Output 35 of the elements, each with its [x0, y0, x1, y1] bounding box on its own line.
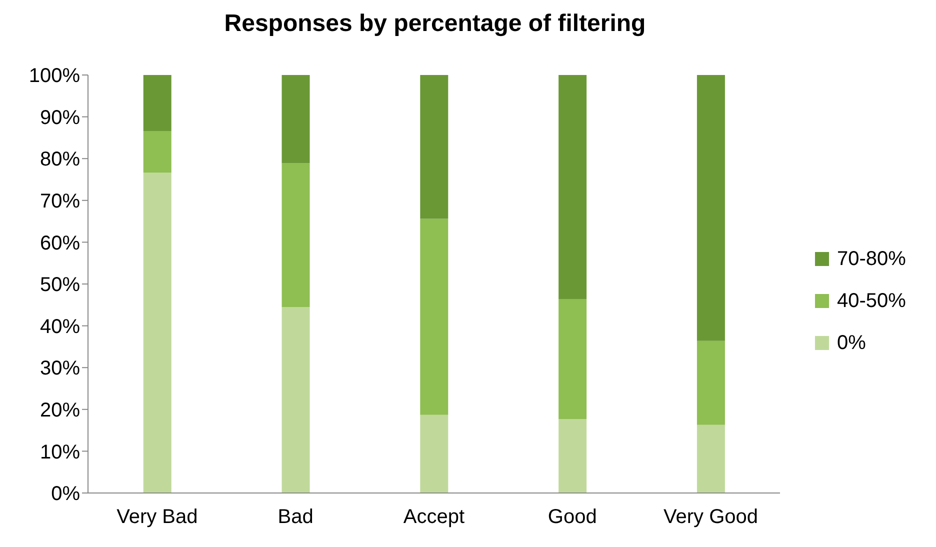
x-tick-label: Bad	[278, 506, 314, 528]
bar	[282, 306, 310, 493]
chart-title: Responses by percentage of filtering	[223, 10, 647, 38]
y-tick-label: 80%	[40, 148, 80, 171]
legend-label: 70-80%	[836, 246, 906, 272]
bar	[282, 75, 310, 164]
bar	[696, 340, 725, 425]
bar	[558, 75, 587, 300]
y-tick-label: 40%	[40, 316, 80, 338]
bar	[420, 75, 448, 219]
bar	[143, 131, 172, 173]
bar	[143, 172, 172, 493]
bar	[696, 75, 725, 341]
bar	[696, 424, 725, 493]
bar	[420, 218, 448, 415]
bar	[420, 414, 448, 493]
y-tick-label: 50%	[40, 274, 80, 296]
x-tick-label: Very Good	[664, 506, 758, 528]
y-tick-label: 10%	[40, 441, 80, 464]
y-tick-label: 100%	[28, 65, 80, 88]
legend-label: 40-50%	[836, 288, 906, 314]
legend-label: 0%	[836, 330, 867, 356]
y-tick-label: 60%	[40, 232, 80, 254]
y-tick-label: 30%	[40, 358, 80, 380]
bar	[282, 163, 310, 307]
bar	[143, 75, 172, 132]
x-tick-label: Very Bad	[116, 506, 198, 528]
y-tick-label: 0%	[51, 483, 80, 506]
bar	[558, 299, 587, 420]
y-tick-label: 20%	[40, 400, 80, 422]
x-tick-label: Good	[548, 506, 597, 528]
y-tick-label: 70%	[40, 190, 80, 212]
x-tick-label: Accept	[403, 506, 466, 528]
y-tick-label: 90%	[40, 106, 80, 129]
bar	[558, 419, 587, 493]
